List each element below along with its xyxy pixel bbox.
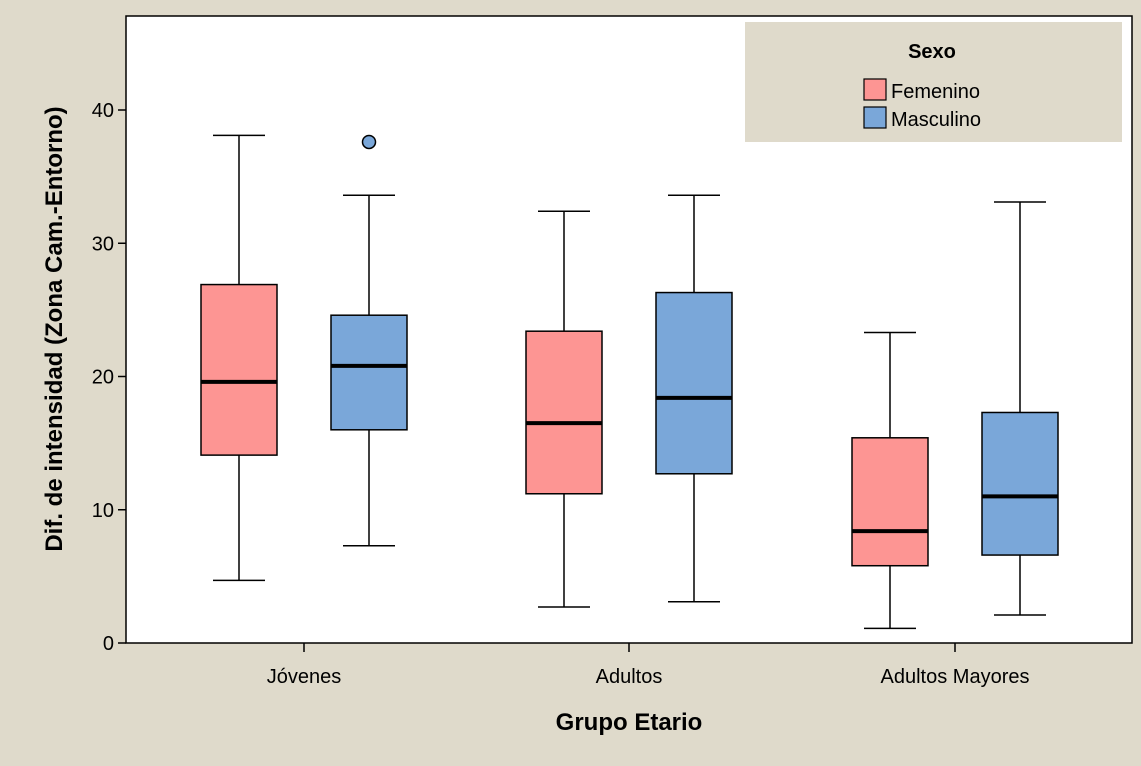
y-tick-label: 0 bbox=[103, 633, 114, 655]
iqr-box bbox=[851, 437, 929, 567]
box-masculino-2 bbox=[981, 201, 1059, 616]
legend-swatch-masculino bbox=[863, 106, 887, 129]
box-masculino-0 bbox=[330, 134, 408, 547]
iqr-box bbox=[200, 283, 278, 456]
legend-label-masculino: Masculino bbox=[891, 109, 981, 131]
iqr-box bbox=[330, 314, 408, 431]
box-femenino-1 bbox=[525, 210, 603, 608]
x-tick-label: Adultos bbox=[596, 666, 663, 688]
box-masculino-1 bbox=[655, 194, 733, 603]
y-tick-label: 20 bbox=[92, 367, 114, 389]
x-tick-label: Adultos Mayores bbox=[881, 666, 1030, 688]
y-tick-label: 10 bbox=[92, 500, 114, 522]
box-femenino-2 bbox=[851, 331, 929, 630]
iqr-box bbox=[981, 411, 1059, 556]
x-tick-label: Jóvenes bbox=[267, 666, 342, 688]
legend-swatch-femenino bbox=[863, 78, 887, 101]
legend-title: Sexo bbox=[908, 41, 956, 63]
iqr-box bbox=[655, 291, 733, 475]
y-axis-title: Dif. de intensidad (Zona Cam.-Entorno) bbox=[41, 106, 68, 551]
outlier-point bbox=[361, 134, 377, 150]
x-axis-title: Grupo Etario bbox=[556, 709, 703, 736]
iqr-box bbox=[525, 330, 603, 495]
legend-label-femenino: Femenino bbox=[891, 81, 980, 103]
y-tick-label: 30 bbox=[92, 233, 114, 255]
legend-box bbox=[745, 22, 1122, 142]
y-tick-label: 40 bbox=[92, 100, 114, 122]
legend: Sexo Femenino Masculino bbox=[745, 22, 1122, 142]
box-femenino-0 bbox=[200, 134, 278, 582]
